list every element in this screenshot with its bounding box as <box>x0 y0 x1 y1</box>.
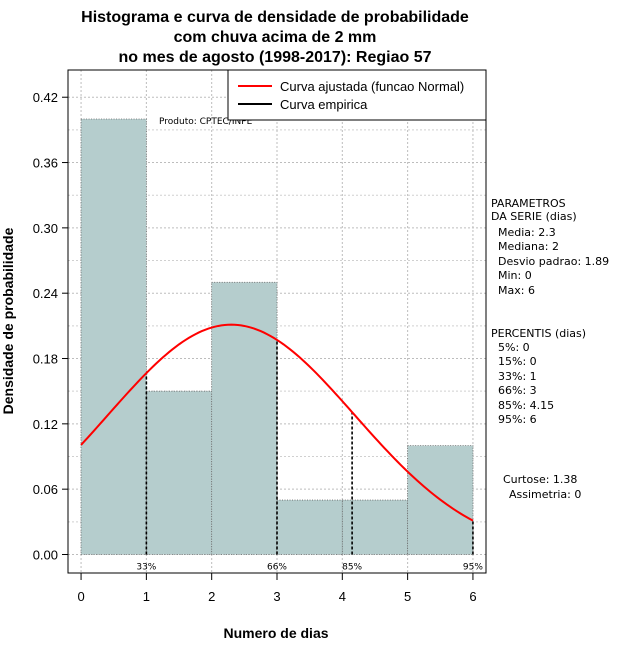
histogram-bar <box>341 499 409 555</box>
histogram-bars <box>80 118 474 555</box>
y-tick-label: 0.36 <box>33 156 58 171</box>
percentile-15: 15%: 0 <box>498 355 537 368</box>
histogram-bar <box>211 281 278 555</box>
legend-box <box>227 69 487 121</box>
x-tick-label: 2 <box>208 589 215 604</box>
x-axis: 0 1 2 3 4 5 6 <box>77 573 477 604</box>
side-panel: PARAMETROS DA SERIE (dias) Media: 2.3 Me… <box>491 197 609 501</box>
histogram-bar <box>80 118 147 555</box>
x-tick-label: 5 <box>404 589 411 604</box>
y-tick-label: 0.06 <box>33 482 58 497</box>
fitted-normal-curve <box>80 323 474 522</box>
percentile-label: 85% <box>342 562 362 572</box>
params-title-2: DA SERIE (dias) <box>491 210 577 223</box>
chart-title-line-3: no mes de agosto (1998-2017): Regiao 57 <box>119 49 432 66</box>
legend-label-fitted: Curva ajustada (funcao Normal) <box>280 79 464 94</box>
x-tick-label: 0 <box>77 589 84 604</box>
y-tick-label: 0.18 <box>33 352 58 367</box>
y-axis-title: Densidade de probabilidade <box>0 227 16 414</box>
chart-title-line-1: Histograma e curva de densidade de proba… <box>81 9 469 26</box>
percentiles-title: PERCENTIS (dias) <box>491 327 586 340</box>
param-desvio: Desvio padrao: 1.89 <box>498 255 609 268</box>
y-tick-label: 0.24 <box>33 286 58 301</box>
x-tick-label: 4 <box>339 589 346 604</box>
percentile-33: 33%: 1 <box>498 370 537 383</box>
params-title-1: PARAMETROS <box>491 197 566 210</box>
histogram-bar <box>145 390 213 555</box>
percentile-lines: 33% 66% 85% 95% <box>136 339 483 572</box>
chart-title-line-2: com chuva acima de 2 mm <box>174 29 377 46</box>
legend: Curva ajustada (funcao Normal) Curva emp… <box>227 69 487 121</box>
percentile-label: 66% <box>267 562 287 572</box>
product-label: Produto: CPTEC/INPE <box>159 117 253 127</box>
percentile-5: 5%: 0 <box>498 341 530 354</box>
percentile-95: 95%: 6 <box>498 413 537 426</box>
percentile-66: 66%: 3 <box>498 384 537 397</box>
percentile-85: 85%: 4.15 <box>498 399 554 412</box>
x-tick-label: 3 <box>273 589 280 604</box>
param-mediana: Mediana: 2 <box>498 240 559 253</box>
fitted-curve-layer <box>80 323 474 522</box>
assimetria-value: Assimetria: 0 <box>509 488 581 501</box>
y-tick-label: 0.12 <box>33 417 58 432</box>
x-tick-label: 6 <box>469 589 476 604</box>
y-tick-label: 0.30 <box>33 221 58 236</box>
param-min: Min: 0 <box>498 269 532 282</box>
x-tick-label: 1 <box>143 589 150 604</box>
curtose-value: Curtose: 1.38 <box>503 473 577 486</box>
y-tick-label: 0.42 <box>33 90 58 105</box>
percentile-label: 33% <box>136 562 156 572</box>
param-media: Media: 2.3 <box>498 226 556 239</box>
y-tick-label: 0.00 <box>33 547 58 562</box>
x-axis-title: Numero de dias <box>223 625 328 641</box>
legend-label-empirical: Curva empirica <box>280 97 368 112</box>
percentile-label: 95% <box>463 562 483 572</box>
y-axis: 0.00 0.06 0.12 0.18 0.24 0.30 0.36 0.42 <box>33 90 68 562</box>
histogram-bar <box>276 499 343 555</box>
param-max: Max: 6 <box>498 284 535 297</box>
